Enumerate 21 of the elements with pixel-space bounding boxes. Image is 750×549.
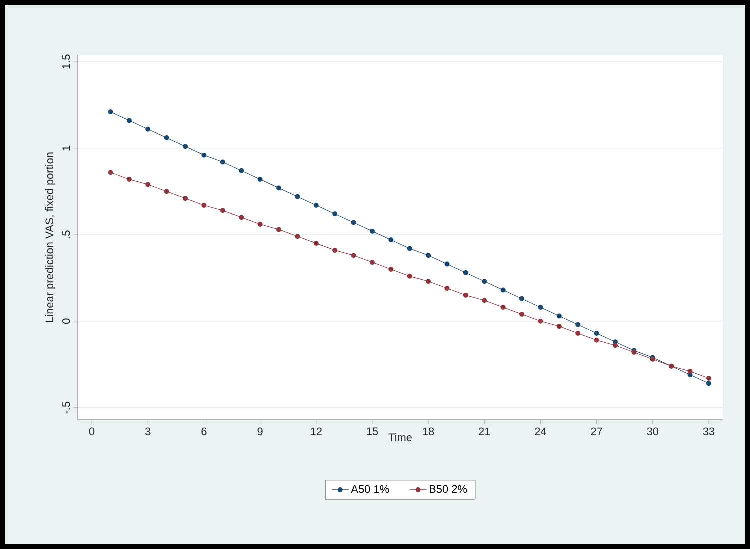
y-tick-label: 1 [62, 146, 70, 151]
legend-label: B50 2% [430, 485, 468, 494]
x-tick-label: 21 [479, 428, 490, 436]
x-tick-label: 27 [591, 428, 602, 436]
x-axis-title: Time [388, 433, 412, 442]
x-tick-label: 15 [367, 428, 378, 436]
y-tick-label: 0 [62, 318, 70, 324]
legend-label: A50 1% [351, 485, 390, 494]
x-tick-label: 12 [311, 428, 322, 436]
y-axis-title: Linear prediction VAS, fixed portion [45, 152, 56, 322]
x-tick-label: 18 [423, 428, 434, 436]
x-tick-label: 3 [145, 428, 151, 436]
x-tick-label: 6 [202, 428, 207, 436]
x-tick-label: 33 [703, 428, 715, 436]
x-tick-label: 30 [647, 428, 659, 436]
y-tick-label: .5 [62, 230, 70, 238]
x-tick-label: 9 [258, 428, 263, 436]
x-tick-label: 24 [535, 428, 546, 436]
x-tick-label: 0 [89, 428, 95, 436]
y-tick-label: 1.5 [62, 54, 70, 69]
y-tick-label: -.5 [62, 402, 70, 414]
